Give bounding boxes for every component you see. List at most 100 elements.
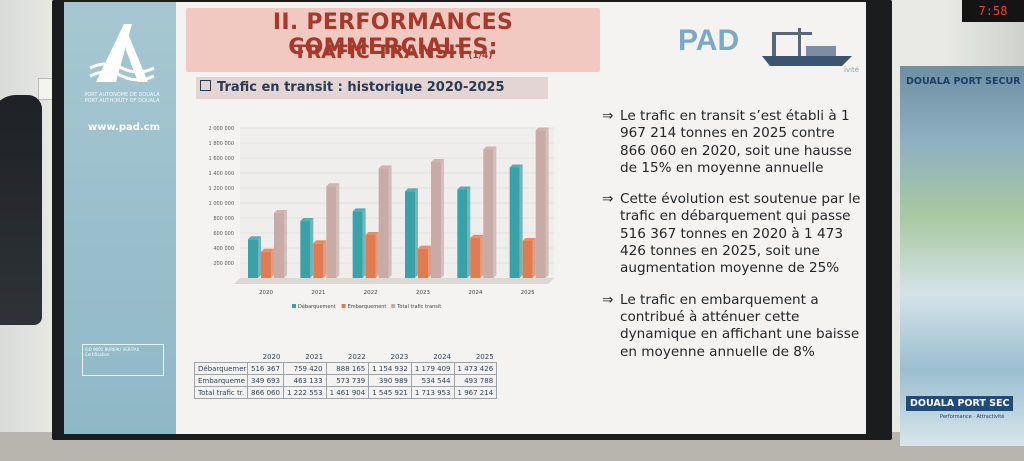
legend-label: Embarquement	[348, 304, 387, 310]
table-row-label: Embarqueme	[194, 374, 248, 387]
bar-0	[300, 221, 311, 278]
y-tick-label: 600 000	[213, 231, 234, 237]
table-cell: 866 060	[247, 386, 284, 399]
table-cell: 759 420	[282, 362, 327, 375]
table-year-header: 2025	[454, 351, 497, 363]
bullet-item: ⇒ Cette évolution est soutenue par le tra…	[602, 191, 864, 277]
y-tick-label: 2 000 000	[209, 126, 234, 132]
bar-top	[470, 234, 484, 238]
slide-title-box: II. PERFORMANCES COMMERCIALES: TRAFIC TR…	[186, 8, 600, 72]
logo-caption: PORT AUTONOME DE DOUALA PORT AUTHORITY O…	[72, 92, 172, 104]
title-page-indicator: (1/4)	[468, 51, 493, 61]
table-cell: 1 222 553	[282, 386, 327, 399]
arrow-icon: ⇒	[602, 291, 614, 308]
brand-fragment-text: ivité	[844, 66, 860, 74]
digital-clock: 7:58	[962, 0, 1024, 22]
table-cell: 1 179 409	[410, 362, 455, 375]
slide-title-line2: TRAFIC TRANSIT(1/4)	[186, 41, 600, 63]
table-year-header: 2020	[247, 351, 284, 363]
bar-side	[258, 236, 261, 278]
table-cell: 1 473 426	[453, 362, 498, 375]
y-tick-label: 1 800 000	[209, 141, 234, 147]
pad-brand-logo: PAD	[676, 24, 852, 72]
bar-1	[261, 251, 271, 278]
checkbox-bullet-icon	[200, 80, 211, 91]
table-row: Débarquemer 516 367 759 420 888 165 1 154 93…	[194, 362, 498, 375]
bar-side	[323, 240, 327, 278]
banner-bottom-title: DOUALA PORT SEC	[906, 396, 1014, 411]
bar-top	[365, 231, 379, 235]
table-row-label: Débarquemer	[194, 362, 248, 375]
table-cell: 390 989	[368, 374, 412, 387]
bar-side	[415, 188, 418, 278]
y-tick-label: 1 400 000	[209, 171, 234, 177]
bar-top	[457, 186, 471, 190]
certification-badge: ISO 9001 BUREAU VERITAS Certification	[82, 344, 164, 376]
bullet-list: ⇒ Le trafic en transit s’est établi à 1 9…	[602, 108, 864, 375]
bullet-item: ⇒ Le trafic en embarquement a contribué à…	[602, 292, 864, 361]
bar-side	[480, 234, 484, 278]
x-tick-label: 2020	[259, 290, 273, 296]
logo-line-1: PORT AUTONOME DE DOUALA	[84, 92, 160, 98]
y-tick-label: 1 200 000	[209, 186, 234, 192]
bar-0	[352, 211, 363, 278]
table-year-header: 2023	[368, 351, 412, 363]
y-tick-label: 1 000 000	[209, 201, 234, 207]
presentation-slide: PORT AUTONOME DE DOUALA PORT AUTHORITY O…	[64, 2, 866, 434]
table-year-header: 2024	[411, 351, 455, 363]
legend-swatch	[341, 304, 346, 308]
bar-side	[441, 159, 444, 278]
table-cell: 534 544	[410, 374, 455, 387]
bar-1	[365, 234, 376, 278]
bar-top	[418, 245, 431, 249]
bar-2	[431, 162, 441, 278]
transit-data-table: 2020 2021 2022 2023 2024 2025 Débarquemer 516 3…	[194, 351, 498, 399]
bullet-item: ⇒ Le trafic en transit s’est établi à 1 9…	[602, 108, 864, 177]
table-cell: 516 367	[247, 362, 284, 375]
table-cell: 573 739	[325, 374, 370, 387]
bar-top	[378, 165, 392, 169]
bar-2	[483, 149, 494, 278]
banner-subtitle: Performance · Attractivité	[940, 414, 1005, 420]
bar-side	[362, 208, 366, 278]
table-cell: 493 788	[453, 374, 498, 387]
bar-top	[522, 237, 536, 241]
slide-title-line1: II. PERFORMANCES COMMERCIALES:	[272, 10, 514, 60]
bar-side	[519, 164, 523, 278]
table-cell: 1 545 921	[368, 386, 412, 399]
table-cell: 1 154 932	[368, 362, 412, 375]
table-cell: 349 693	[247, 374, 284, 387]
person-silhouette	[0, 95, 42, 325]
bar-1	[313, 243, 324, 278]
bar-0	[457, 189, 468, 278]
ship-crane-icon	[762, 28, 852, 66]
bar-0	[248, 239, 258, 278]
bar-0	[405, 191, 415, 278]
bar-side	[545, 127, 549, 278]
roll-up-banner: DOUALA PORT SECUR DOUALA PORT SEC Perfor…	[900, 66, 1024, 446]
title-main: TRAFIC TRANSIT	[293, 41, 469, 63]
x-tick-label: 2024	[468, 290, 482, 296]
x-tick-label: 2022	[364, 290, 378, 296]
y-tick-label: 1 600 000	[209, 156, 234, 162]
logo-line-2: PORT AUTHORITY OF DOUALA	[84, 98, 160, 104]
table-cell: 1 713 953	[410, 386, 455, 399]
bar-top	[313, 240, 327, 244]
bar-top	[535, 127, 549, 131]
y-tick-label: 200 000	[213, 261, 234, 267]
bar-top	[509, 164, 523, 168]
arrow-icon: ⇒	[602, 108, 614, 124]
bar-side	[284, 210, 287, 278]
bar-2	[378, 168, 389, 278]
transit-bar-chart: 200 000 400 000 600 000 800 000 1 000 000 1 2…	[209, 126, 554, 310]
bar-top	[300, 218, 314, 222]
table-year-header: 2021	[283, 351, 327, 363]
y-tick-label: 400 000	[213, 246, 234, 252]
chart-floor	[234, 278, 554, 284]
bar-side	[310, 218, 314, 278]
table-cell: 888 165	[325, 362, 370, 375]
bullet-text: Le trafic en embarquement a contribué à …	[620, 291, 860, 360]
bar-top	[274, 210, 287, 214]
table-cell: 1 461 904	[325, 386, 370, 399]
table-corner	[194, 351, 248, 363]
